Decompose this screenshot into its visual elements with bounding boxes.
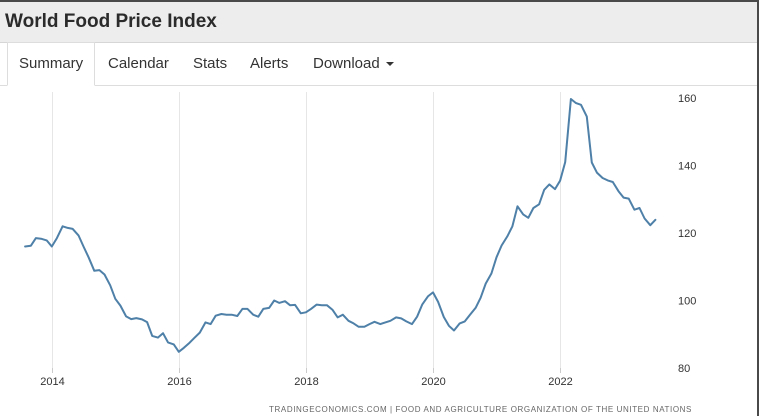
chevron-down-icon xyxy=(385,62,394,67)
tab-calendar-label: Calendar xyxy=(108,55,169,72)
tab-download[interactable]: Download xyxy=(313,43,394,85)
title-bar: World Food Price Index xyxy=(0,2,757,43)
y-tick-label: 140 xyxy=(678,161,696,173)
x-tick-label: 2014 xyxy=(40,376,64,388)
window-right-border xyxy=(757,0,759,416)
y-tick-label: 80 xyxy=(678,363,690,375)
x-tick-label: 2020 xyxy=(421,376,445,388)
x-tick-label: 2018 xyxy=(294,376,318,388)
tab-alerts[interactable]: Alerts xyxy=(250,43,288,85)
window-top-border xyxy=(0,0,759,2)
tab-summary-label: Summary xyxy=(19,55,84,72)
tab-stats[interactable]: Stats xyxy=(193,43,227,85)
tab-download-label: Download xyxy=(313,55,380,72)
y-tick-label: 160 xyxy=(678,93,696,105)
chart-axes: 2014 2016 2018 2020 2022 80 100 120 140 160 xyxy=(40,93,696,388)
chart-grid xyxy=(52,92,561,368)
series-line xyxy=(24,98,657,353)
page-title: World Food Price Index xyxy=(5,11,217,32)
tab-alerts-label: Alerts xyxy=(250,55,289,72)
tab-bar: Summary Calendar Stats Alerts Download xyxy=(0,42,757,86)
tab-summary[interactable]: Summary xyxy=(7,42,96,86)
tab-stats-label: Stats xyxy=(193,55,228,72)
x-tick-label: 2022 xyxy=(548,376,572,388)
chart-series xyxy=(24,98,657,353)
price-index-chart: 2014 2016 2018 2020 2022 80 100 120 140 160 TRADI… xyxy=(24,92,696,414)
source-credit: TRADINGECONOMICS.COM | FOOD AND AGRICULT… xyxy=(269,405,692,414)
y-tick-label: 120 xyxy=(678,228,696,240)
y-tick-label: 100 xyxy=(678,296,696,308)
x-tick-label: 2016 xyxy=(167,376,191,388)
tab-calendar[interactable]: Calendar xyxy=(108,43,169,85)
